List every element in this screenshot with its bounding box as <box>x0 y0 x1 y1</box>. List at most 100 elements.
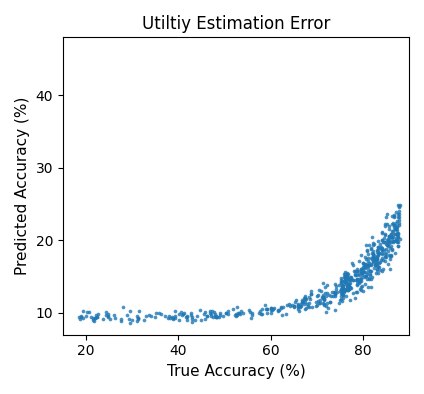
Point <box>333 282 340 289</box>
Point <box>340 282 346 289</box>
Point <box>187 311 194 318</box>
Point <box>374 247 381 254</box>
Point <box>343 282 350 289</box>
Point <box>394 234 401 240</box>
Point <box>357 269 364 276</box>
Point <box>256 310 263 316</box>
Point <box>351 271 358 278</box>
Point <box>301 294 308 301</box>
Point <box>337 277 344 284</box>
Point <box>369 256 376 262</box>
Point <box>127 320 134 326</box>
Point <box>369 248 376 254</box>
Point <box>217 310 223 316</box>
Point <box>264 310 271 316</box>
Point <box>126 316 132 322</box>
Point <box>366 275 373 281</box>
Point <box>292 297 299 303</box>
Point <box>341 288 348 294</box>
Point <box>341 281 348 287</box>
Point <box>358 284 365 290</box>
Point <box>343 269 350 276</box>
Point <box>134 318 140 324</box>
Point <box>388 234 395 241</box>
Point <box>209 314 216 321</box>
Point <box>91 318 98 324</box>
Point <box>89 317 96 323</box>
Point <box>359 270 366 277</box>
Point <box>395 214 402 221</box>
Point <box>358 266 365 272</box>
Point <box>269 306 276 312</box>
Point <box>341 271 348 277</box>
Point <box>179 311 186 318</box>
Point <box>342 280 349 286</box>
Point <box>337 288 344 295</box>
Point <box>289 302 296 308</box>
X-axis label: True Accuracy (%): True Accuracy (%) <box>167 364 305 379</box>
Point <box>363 273 369 279</box>
Point <box>80 315 87 322</box>
Point <box>345 283 351 289</box>
Point <box>208 313 215 319</box>
Point <box>134 315 141 322</box>
Point <box>341 277 348 284</box>
Point <box>379 245 385 251</box>
Point <box>319 294 326 300</box>
Point <box>385 236 392 242</box>
Point <box>327 299 334 305</box>
Point <box>362 264 368 271</box>
Point <box>387 256 393 262</box>
Point <box>342 287 349 294</box>
Point <box>377 259 383 265</box>
Point <box>382 221 388 227</box>
Point <box>340 292 346 298</box>
Point <box>332 307 339 314</box>
Point <box>318 294 325 300</box>
Point <box>337 290 344 296</box>
Point <box>388 251 394 258</box>
Point <box>346 284 353 291</box>
Point <box>207 311 214 318</box>
Point <box>129 317 136 323</box>
Point <box>308 303 315 310</box>
Point <box>393 230 400 236</box>
Point <box>365 258 371 264</box>
Point <box>382 249 388 256</box>
Point <box>373 256 380 262</box>
Point <box>346 275 353 282</box>
Point <box>363 260 369 267</box>
Point <box>257 307 263 314</box>
Point <box>368 249 375 256</box>
Title: Utiltiy Estimation Error: Utiltiy Estimation Error <box>142 15 330 33</box>
Point <box>181 310 187 316</box>
Point <box>105 310 112 317</box>
Point <box>319 294 326 300</box>
Point <box>371 262 378 269</box>
Point <box>317 297 324 303</box>
Point <box>339 297 346 304</box>
Point <box>291 303 298 310</box>
Point <box>306 300 312 306</box>
Point <box>339 283 346 289</box>
Point <box>383 214 390 221</box>
Point <box>361 262 368 268</box>
Point <box>391 213 397 219</box>
Point <box>368 261 374 268</box>
Point <box>234 303 240 310</box>
Point <box>364 248 371 254</box>
Point <box>117 318 124 324</box>
Point <box>354 281 360 287</box>
Point <box>268 305 275 311</box>
Point <box>286 301 293 307</box>
Point <box>161 312 168 319</box>
Point <box>391 238 397 244</box>
Point <box>341 289 348 296</box>
Point <box>321 302 327 309</box>
Point <box>297 303 304 309</box>
Point <box>306 303 313 310</box>
Point <box>170 315 177 321</box>
Point <box>349 277 356 283</box>
Point <box>370 259 377 266</box>
Point <box>346 286 352 292</box>
